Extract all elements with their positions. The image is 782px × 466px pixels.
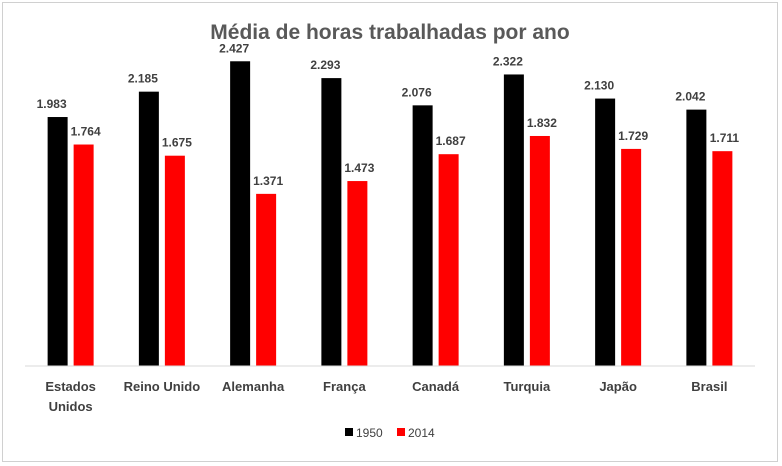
- category-label-0: Estados Unidos: [45, 379, 96, 414]
- data-label-1950-4: 2.076: [402, 85, 432, 99]
- category-label-1: Reino Unido: [124, 379, 201, 394]
- data-label-2014-1: 1.675: [162, 136, 192, 150]
- data-label-2014-2: 1.371: [253, 174, 283, 188]
- bar-2014-5: [529, 135, 550, 366]
- data-label-1950-3: 2.293: [310, 58, 340, 72]
- category-label-2: Alemanha: [222, 379, 285, 394]
- data-label-2014-6: 1.729: [618, 129, 648, 143]
- data-label-2014-4: 1.687: [436, 134, 466, 148]
- category-labels-group: Estados Unidos Reino Unido Alemanha França Ca…: [45, 379, 727, 414]
- bar-2014-1: [164, 155, 185, 366]
- bar-1950-6: [595, 98, 616, 367]
- bar-2014-4: [438, 154, 459, 366]
- data-label-2014-0: 1.764: [71, 125, 101, 139]
- bar-1950-0: [47, 117, 68, 366]
- chart-frame: [2, 2, 778, 462]
- legend: 1950 2014: [345, 426, 435, 440]
- data-labels-group: 1.983 1.764 2.185 1.675 2.427 1.371 2.293 1.473…: [37, 41, 740, 188]
- data-label-2014-3: 1.473: [344, 161, 374, 175]
- data-label-1950-7: 2.042: [675, 90, 705, 104]
- chart-title: Média de horas trabalhadas por ano: [210, 21, 569, 44]
- bars-group: [47, 61, 733, 367]
- legend-label-1950: 1950: [356, 426, 383, 440]
- bar-1950-3: [321, 78, 342, 367]
- bar-1950-7: [686, 109, 707, 367]
- legend-swatch-2014: [397, 428, 405, 436]
- category-label-3: França: [323, 379, 366, 394]
- legend-swatch-1950: [345, 428, 353, 436]
- data-label-2014-5: 1.832: [527, 116, 557, 130]
- data-label-1950-6: 2.130: [584, 79, 614, 93]
- data-label-1950-2: 2.427: [219, 41, 249, 55]
- legend-label-2014: 2014: [408, 426, 435, 440]
- category-label-7: Brasil: [691, 379, 727, 394]
- bar-1950-5: [503, 74, 524, 367]
- bar-1950-4: [412, 105, 433, 366]
- bar-2014-2: [256, 193, 277, 366]
- category-label-5: Turquia: [504, 379, 551, 394]
- category-label-4: Canadá: [412, 379, 460, 394]
- bar-1950-1: [138, 91, 159, 367]
- data-label-1950-1: 2.185: [128, 72, 158, 86]
- data-label-2014-7: 1.711: [710, 131, 740, 145]
- bar-2014-7: [712, 151, 733, 366]
- bar-2014-3: [347, 181, 368, 366]
- data-label-1950-5: 2.322: [493, 54, 523, 68]
- data-label-1950-0: 1.983: [37, 97, 67, 111]
- category-label-6: Japão: [599, 379, 637, 394]
- bar-2014-6: [621, 148, 642, 366]
- bar-2014-0: [73, 144, 94, 366]
- bar-1950-2: [230, 61, 251, 366]
